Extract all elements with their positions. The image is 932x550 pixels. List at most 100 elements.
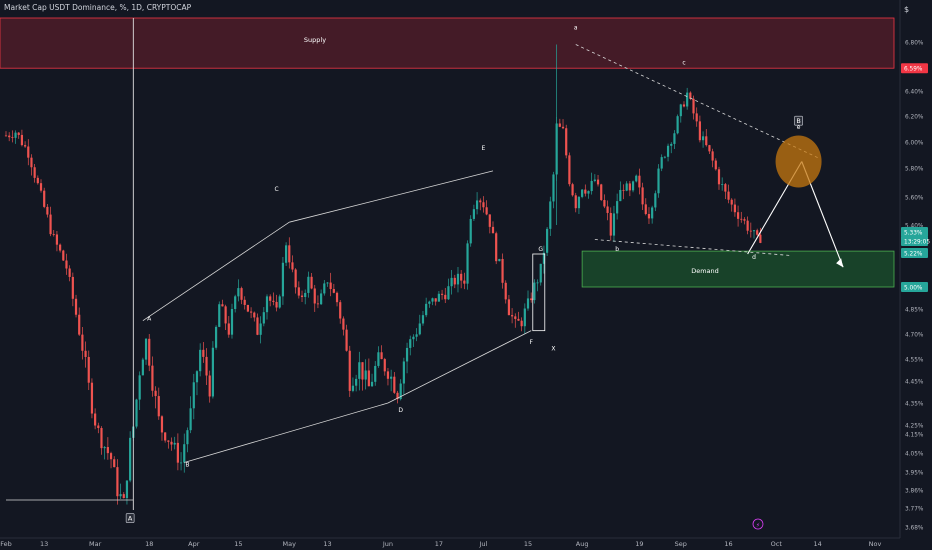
x-tick-label: Feb	[0, 540, 12, 548]
candle-body	[390, 376, 393, 379]
candle-body	[749, 230, 752, 232]
candle-body	[55, 234, 59, 245]
trendline	[387, 330, 532, 404]
candle-body	[708, 145, 711, 152]
wave-label-e: e	[797, 124, 801, 131]
candle-body	[721, 184, 724, 185]
candle-body	[307, 276, 310, 293]
y-tick-label: 3.95%	[905, 471, 924, 477]
candle-body	[30, 157, 33, 168]
candle-body	[59, 244, 62, 251]
candle-body	[479, 200, 482, 203]
candle-body	[717, 169, 721, 185]
x-tick-label: 19	[635, 540, 643, 548]
candle-body	[736, 212, 740, 219]
candle-body	[651, 207, 654, 219]
wave-label-F: F	[529, 339, 533, 346]
candle-body	[332, 289, 335, 293]
candle-body	[103, 447, 106, 449]
candle-body	[348, 350, 351, 391]
candle-body	[565, 128, 568, 156]
candle-body	[33, 167, 36, 178]
candle-body	[164, 432, 167, 441]
candle-body	[714, 160, 717, 170]
candle-body	[367, 370, 370, 387]
candle-body	[46, 206, 49, 215]
candle-body	[20, 134, 24, 146]
candle-body	[135, 399, 138, 427]
candle-body	[227, 323, 230, 335]
wave-label-a: a	[574, 25, 578, 32]
supply-zone	[0, 17, 895, 69]
y-tick-label: 6.20%	[905, 115, 924, 121]
y-tick-label: 5.60%	[905, 196, 924, 202]
candle-body	[593, 179, 596, 181]
candle-body	[628, 183, 631, 191]
candle-body	[647, 213, 651, 219]
trendline	[142, 221, 290, 321]
candle-body	[520, 320, 523, 327]
candle-body	[195, 371, 199, 383]
badge-box-B	[794, 115, 803, 126]
projection-arrowhead	[836, 258, 844, 268]
candle-body	[603, 200, 606, 207]
y-tick-label: 4.25%	[905, 424, 924, 430]
candle-body	[409, 339, 412, 348]
candle-body	[199, 349, 202, 372]
candle-body	[670, 143, 673, 146]
candle-body	[641, 187, 644, 205]
wave-label-d: d	[752, 254, 756, 261]
x-tick-label: 16	[724, 540, 732, 548]
candle-body	[294, 269, 297, 288]
candle-body	[313, 288, 316, 304]
candle-body	[733, 204, 737, 213]
x-tick-label: 14	[814, 540, 822, 548]
wave-label-A: A	[147, 316, 152, 323]
candle-body	[253, 312, 256, 318]
candle-body	[447, 286, 450, 300]
candle-body	[122, 494, 125, 499]
candle-body	[94, 413, 97, 426]
candle-body	[202, 349, 205, 357]
candle-body	[676, 116, 679, 134]
candle-body	[113, 459, 116, 468]
event-icon	[752, 518, 764, 530]
candle-body	[558, 123, 561, 127]
wave-label-C: C	[274, 186, 278, 193]
candle-body	[463, 280, 466, 284]
candle-body	[622, 189, 625, 191]
price-label-text: 5.22%	[904, 252, 923, 258]
x-tick-label: Nov	[869, 540, 882, 548]
candle-body	[97, 425, 100, 429]
price-label-text: 13:29:05	[904, 240, 930, 246]
price-label-box	[901, 248, 928, 258]
candle-body	[498, 258, 501, 262]
target-ellipse	[775, 135, 822, 188]
candle-body	[692, 98, 695, 114]
candle-body	[90, 382, 94, 414]
candle-body	[208, 375, 211, 397]
candle-body	[74, 298, 78, 315]
candle-body	[600, 184, 603, 201]
candle-body	[396, 392, 399, 400]
candle-body	[561, 126, 565, 129]
wave-label-E: E	[482, 145, 486, 152]
candle-body	[71, 276, 74, 299]
candle-body	[183, 444, 186, 463]
candle-body	[539, 263, 542, 283]
price-label-text: 5.00%	[904, 286, 923, 292]
candle-body	[609, 212, 612, 236]
candle-body	[402, 361, 405, 384]
candle-body	[14, 132, 17, 138]
currency-button[interactable]: $	[904, 5, 910, 14]
candle-body	[355, 378, 358, 386]
candle-body	[635, 175, 638, 182]
wave-label-b: b	[615, 246, 619, 253]
candle-body	[549, 201, 552, 229]
candle-body	[501, 258, 504, 283]
candle-body	[383, 359, 386, 372]
candle-body	[320, 293, 323, 305]
candle-body	[160, 416, 164, 433]
candle-body	[393, 376, 396, 393]
chart-header: Market Cap USDT Dominance, %, 1D, CRYPTO…	[4, 3, 191, 12]
